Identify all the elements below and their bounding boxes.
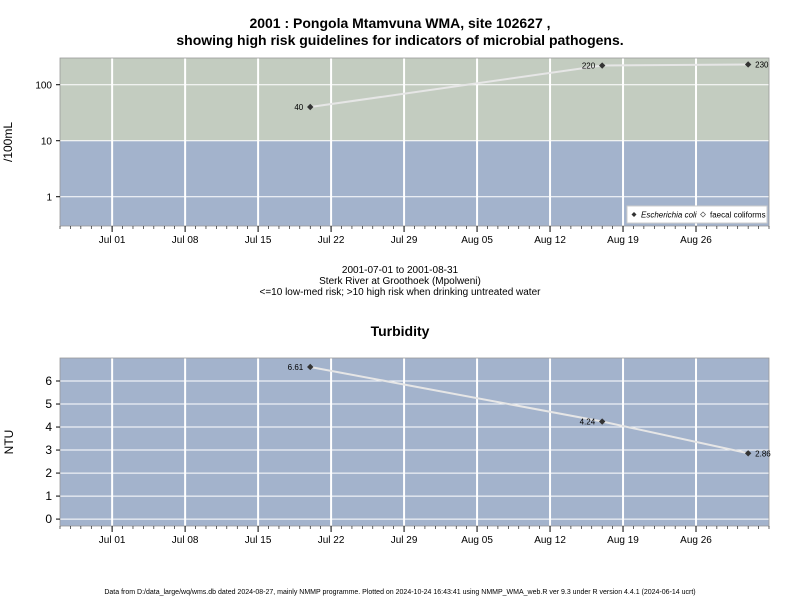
data-point	[744, 450, 752, 457]
chart-title-line2: showing high risk guidelines for indicat…	[176, 32, 624, 48]
y-tick-label: 5	[45, 397, 52, 411]
x-tick-label: Jul 01	[99, 235, 126, 246]
x-tick-label: Jul 01	[99, 535, 126, 546]
y-tick-label: 4	[45, 420, 52, 434]
data-point	[598, 418, 606, 425]
turbidity-title: Turbidity	[370, 323, 430, 339]
risk-band	[60, 58, 769, 141]
data-point	[744, 61, 752, 68]
y-tick-label: 0	[45, 512, 52, 526]
bacteria-chart: 1 10 100/100mL Jul 01 Jul 08 Jul 15 Jul 22 Jul …	[1, 57, 770, 246]
x-tick-label: Aug 12	[534, 235, 566, 246]
legend-label-ecoli: Escherichia coli	[641, 211, 697, 220]
data-label: 40	[294, 103, 303, 112]
y-axis-label: NTU	[2, 430, 16, 455]
legend-marker-ecoli	[631, 212, 637, 217]
x-tick-label: Jul 15	[245, 535, 272, 546]
site-caption: Sterk River at Groothoek (Mpolweni)	[319, 276, 481, 287]
x-tick-label: Jul 29	[391, 235, 418, 246]
data-point	[307, 103, 314, 111]
legend-box	[626, 205, 768, 224]
plot-background	[60, 358, 769, 526]
x-tick-label: Jul 08	[172, 235, 199, 246]
y-tick-label: 1	[46, 193, 52, 204]
guideline-caption: <=10 low-med risk; >10 high risk when dr…	[259, 287, 541, 298]
x-tick-label: Aug 12	[534, 535, 566, 546]
x-tick-label: Jul 22	[318, 535, 345, 546]
data-label: 6.61	[288, 363, 304, 372]
x-tick-label: Aug 26	[680, 535, 712, 546]
x-tick-label: Jul 22	[318, 235, 345, 246]
x-tick-label: Jul 08	[172, 535, 199, 546]
data-label: 220	[582, 62, 596, 71]
x-tick-label: Aug 26	[680, 235, 712, 246]
data-label: 230	[755, 60, 769, 69]
y-tick-label: 10	[41, 137, 53, 148]
data-point	[307, 363, 314, 371]
y-axis-label: /100mL	[1, 122, 15, 162]
x-tick-label: Aug 19	[607, 535, 639, 546]
legend-label-faecal: faecal coliforms	[710, 211, 766, 220]
legend-marker-faecal	[700, 211, 706, 218]
x-tick-label: Aug 05	[461, 535, 493, 546]
x-tick-label: Aug 19	[607, 235, 639, 246]
date-range-caption: 2001-07-01 to 2001-08-31	[341, 265, 459, 276]
x-tick-label: Jul 15	[245, 235, 272, 246]
data-label: 4.24	[580, 418, 596, 427]
data-label: 2.86	[755, 449, 771, 458]
y-tick-label: 100	[35, 81, 52, 92]
y-tick-label: 3	[45, 443, 52, 457]
y-tick-label: 6	[45, 374, 52, 388]
footer-note: Data from D:/data_large/wq/wms.db dated …	[104, 589, 696, 596]
chart-title-line1: 2001 : Pongola Mtamvuna WMA, site 102627…	[249, 15, 551, 31]
x-tick-label: Jul 29	[391, 535, 418, 546]
turbidity-chart: 0 1 2 3 4 5 6 NTU Jul 01 Jul 08 Jul 15 Jul 22 Jul 29…	[2, 357, 771, 546]
x-tick-label: Aug 05	[461, 235, 493, 246]
y-tick-label: 1	[45, 489, 52, 503]
y-tick-label: 2	[45, 466, 52, 480]
data-point	[598, 62, 606, 69]
